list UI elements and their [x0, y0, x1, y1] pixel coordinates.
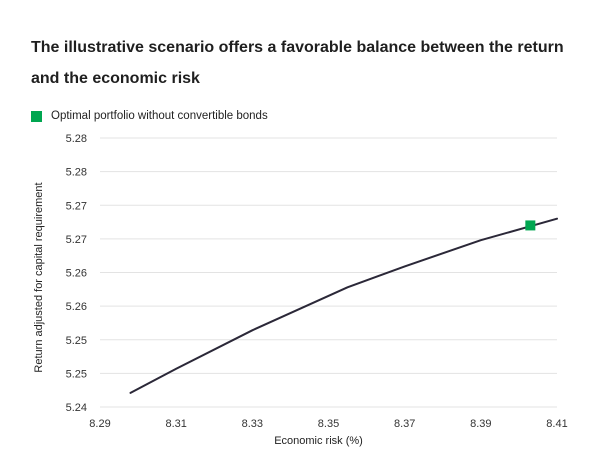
y-tick-label-8: 5.24 [66, 402, 87, 414]
y-tick-label-2: 5.27 [66, 200, 87, 212]
y-tick-label-4: 5.26 [66, 268, 87, 280]
y-tick-label-5: 5.26 [66, 301, 87, 313]
x-tick-label-2: 8.33 [242, 418, 263, 430]
y-tick-label-7: 5.25 [66, 368, 87, 380]
x-tick-label-5: 8.39 [470, 418, 491, 430]
legend-entry-optimal-portfolio: Optimal portfolio without convertible bo… [51, 110, 268, 122]
x-axis-label: Economic risk (%) [274, 435, 363, 447]
chart-title: The illustrative scenario offers a favor… [31, 39, 564, 87]
y-tick-label-3: 5.27 [66, 234, 87, 246]
legend-swatch-square-icon [31, 110, 42, 122]
y-axis-label: Return adjusted for capital requirement [33, 182, 45, 372]
x-tick-label-4: 8.37 [394, 418, 415, 430]
y-tick-label-1: 5.28 [66, 167, 87, 179]
x-tick-label-3: 8.35 [318, 418, 339, 430]
optimal-portfolio-marker [525, 220, 536, 231]
x-tick-label-0: 8.29 [89, 418, 110, 430]
x-tick-label-6: 8.41 [546, 418, 567, 430]
y-tick-label-6: 5.25 [66, 335, 87, 347]
y-tick-label-0: 5.28 [66, 133, 87, 145]
legend: Optimal portfolio without convertible bo… [31, 110, 268, 122]
series-line-0 [129, 217, 558, 394]
x-tick-label-1: 8.31 [165, 418, 186, 430]
